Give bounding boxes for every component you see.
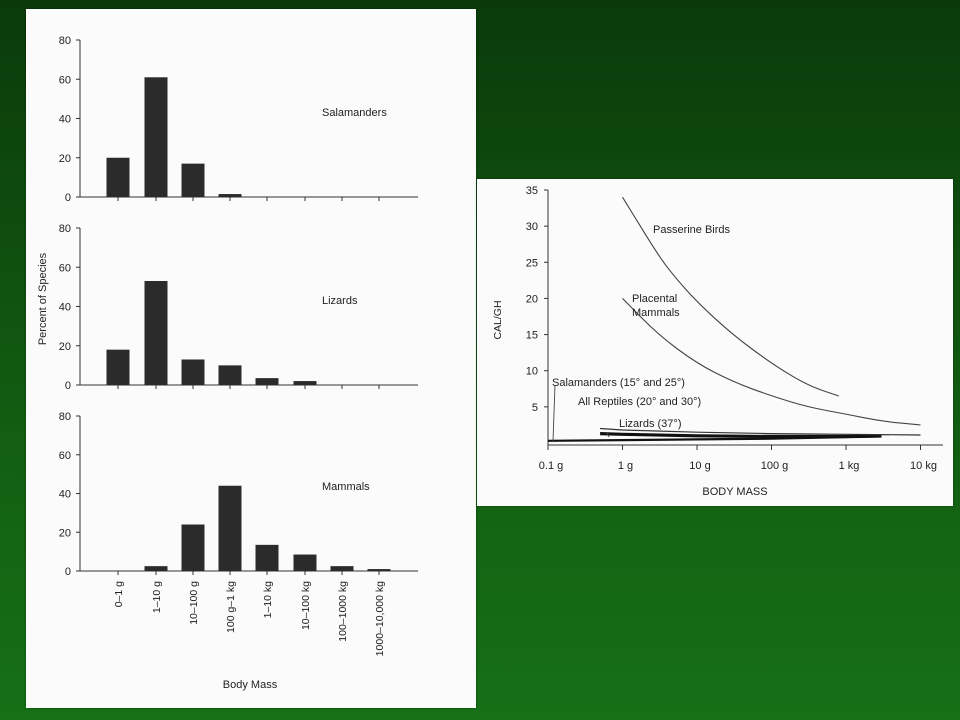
bar-chart-svg: 0 20 40 60 80 Salamanders 0 20 40 60 80 Lizards 0 20 4… (37, 35, 418, 691)
bar (218, 365, 242, 385)
x-tick-label: 10–100 kg (300, 581, 312, 630)
series-label-lizards: Lizards (37°) (619, 418, 681, 430)
bar (367, 569, 391, 571)
bar (181, 163, 205, 197)
y-tick-label: 40 (59, 489, 71, 501)
y-tick-label: 60 (59, 450, 71, 462)
y-tick-label: 20 (59, 153, 71, 165)
bar (144, 77, 168, 197)
y-tick-label: 40 (59, 114, 71, 126)
series-label: Mammals (322, 481, 370, 493)
y-axis-label: Percent of Species (37, 252, 49, 345)
series-line-all-reptiles (600, 432, 882, 439)
y-tick-label: 80 (59, 35, 71, 47)
x-tick-label: 100 g (761, 460, 789, 472)
bar (293, 381, 317, 385)
x-axis-label: BODY MASS (702, 486, 767, 498)
bar (330, 566, 354, 571)
bar (255, 544, 279, 571)
x-tick-label: 1 kg (839, 460, 860, 472)
x-tick-label: 100 g–1 kg (225, 581, 237, 633)
series-label-salamanders: Salamanders (15° and 25°) (552, 377, 685, 389)
line-chart-svg: 5 10 15 20 25 30 35 0.1 g 1 g 10 g 100 g 1 kg 10 kg C… (492, 185, 943, 498)
y-tick-label: 0 (65, 192, 71, 204)
y-tick-label: 0 (65, 380, 71, 392)
bar (218, 194, 242, 197)
x-axis-label: Body Mass (223, 679, 278, 691)
series-label-all-reptiles: All Reptiles (20° and 30°) (578, 396, 701, 408)
bar (218, 485, 242, 571)
line-chart-panel: 5 10 15 20 25 30 35 0.1 g 1 g 10 g 100 g 1 kg 10 kg C… (477, 179, 953, 506)
bar (106, 157, 130, 197)
y-tick-label: 20 (526, 293, 538, 305)
bar (181, 359, 205, 385)
x-tick-label: 10 kg (910, 460, 937, 472)
x-tick-label: 100–1000 kg (337, 581, 349, 642)
x-tick-label: 1 g (618, 460, 633, 472)
bar (293, 554, 317, 571)
y-tick-label: 10 (526, 366, 538, 378)
bar (144, 280, 168, 385)
x-tick-label: 1000–10,000 kg (374, 581, 386, 656)
y-tick-label: 40 (59, 302, 71, 314)
x-tick-label: 0–1 g (113, 581, 125, 607)
bar (255, 378, 279, 385)
y-tick-label: 60 (59, 74, 71, 86)
y-tick-label: 20 (59, 341, 71, 353)
y-tick-label: 30 (526, 221, 538, 233)
x-tick-label: 0.1 g (539, 460, 563, 472)
y-tick-label: 5 (532, 402, 538, 414)
y-tick-label: 0 (65, 566, 71, 578)
leader-line-salamanders (552, 384, 556, 442)
x-tick-label: 1–10 g (151, 581, 163, 613)
bar (181, 524, 205, 571)
bar (144, 566, 168, 571)
y-tick-label: 80 (59, 223, 71, 235)
y-tick-label: 25 (526, 257, 538, 269)
leader-line-reptiles (606, 432, 610, 438)
y-tick-label: 20 (59, 527, 71, 539)
y-tick-label: 15 (526, 330, 538, 342)
series-label-placental-mammals: Placental (632, 293, 677, 305)
series-line-placental-mammals (622, 298, 921, 426)
x-tick-label: 10–100 g (188, 581, 200, 625)
y-tick-label: 80 (59, 411, 71, 423)
x-tick-label: 1–10 kg (262, 581, 274, 619)
series-label: Salamanders (322, 107, 387, 119)
y-axis-label: CAL/GH (492, 300, 504, 339)
bar (106, 349, 130, 385)
series-label-passerine-birds: Passerine Birds (653, 224, 731, 236)
series-label: Lizards (322, 295, 358, 307)
x-tick-label: 10 g (689, 460, 710, 472)
y-tick-label: 60 (59, 262, 71, 274)
y-tick-label: 35 (526, 185, 538, 197)
series-label-placental-mammals: Mammals (632, 307, 680, 319)
series-line-passerine-birds (622, 196, 839, 397)
bar-chart-panel: 0 20 40 60 80 Salamanders 0 20 40 60 80 Lizards 0 20 4… (26, 9, 476, 708)
series-line-lizards (600, 427, 921, 436)
